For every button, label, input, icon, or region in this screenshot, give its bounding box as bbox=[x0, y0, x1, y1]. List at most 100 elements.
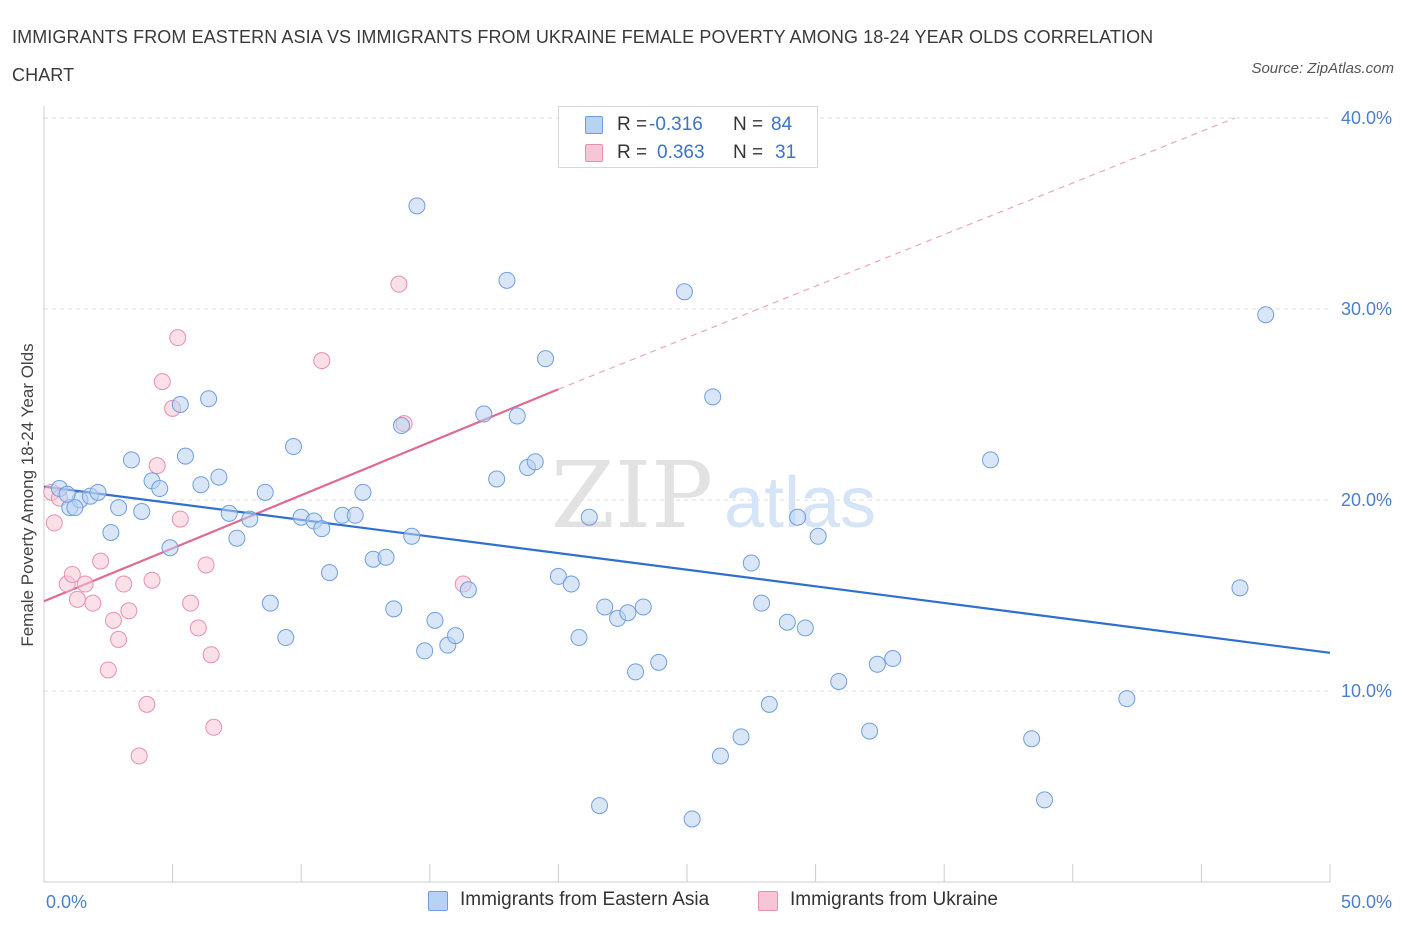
ukraine-point bbox=[120, 602, 138, 620]
eastern-asia-point bbox=[408, 197, 426, 215]
eastern-asia-point bbox=[133, 502, 151, 520]
r-label: R = bbox=[617, 114, 648, 135]
eastern-asia-point bbox=[385, 600, 403, 618]
eastern-asia-point bbox=[884, 650, 902, 668]
eastern-asia-point bbox=[220, 504, 238, 522]
label-layer: 10.0% 20.0% 30.0% 40.0% 0.0% 50.0% Female Pove… bbox=[18, 108, 1392, 912]
y-axis-label: Female Poverty Among 18-24 Year Olds bbox=[18, 343, 37, 646]
eastern-asia-point bbox=[650, 653, 668, 671]
eastern-asia-point bbox=[416, 642, 434, 660]
eastern-asia-point bbox=[809, 527, 827, 545]
eastern-asia-point bbox=[981, 451, 999, 469]
eastern-asia-point bbox=[711, 747, 729, 765]
ukraine-point bbox=[68, 590, 86, 608]
eastern-asia-point bbox=[830, 672, 848, 690]
eastern-asia-point bbox=[176, 447, 194, 465]
ukraine-trend-line bbox=[43, 388, 559, 603]
ukraine-point bbox=[99, 661, 117, 679]
eastern-asia-point bbox=[537, 350, 555, 368]
eastern-asia-swatch bbox=[428, 891, 448, 911]
eastern-asia-point bbox=[732, 728, 750, 746]
eastern-asia-swatch bbox=[585, 116, 603, 134]
y-tick-label: 30.0% bbox=[1341, 299, 1392, 319]
ukraine-point bbox=[182, 594, 200, 612]
chart-source: Source: ZipAtlas.com bbox=[1251, 60, 1394, 77]
eastern-asia-point bbox=[1118, 690, 1136, 708]
n-label: N = bbox=[733, 142, 764, 163]
eastern-asia-point bbox=[161, 539, 179, 557]
eastern-asia-point bbox=[570, 629, 588, 647]
eastern-asia-point bbox=[58, 485, 76, 503]
eastern-asia-point bbox=[475, 405, 493, 423]
eastern-asia-point bbox=[192, 476, 210, 494]
eastern-asia-point bbox=[753, 594, 771, 612]
ukraine-trend-extension bbox=[558, 117, 1236, 390]
ukraine-point bbox=[313, 352, 331, 370]
eastern-asia-point bbox=[261, 594, 279, 612]
eastern-asia-point bbox=[151, 480, 169, 498]
eastern-asia-point bbox=[1231, 579, 1249, 597]
x-tick-label: 50.0% bbox=[1341, 892, 1392, 912]
series-label: Immigrants from Ukraine bbox=[790, 889, 998, 910]
eastern-asia-point bbox=[1023, 730, 1041, 748]
eastern-asia-point bbox=[760, 695, 778, 713]
eastern-asia-point bbox=[320, 564, 338, 582]
eastern-asia-trend-line bbox=[43, 485, 1331, 654]
stats-legend: R = -0.316 N = 84 R = 0.363 N = 31 bbox=[558, 106, 818, 168]
watermark-zip: ZIP bbox=[551, 442, 713, 549]
eastern-asia-point bbox=[102, 523, 120, 541]
eastern-asia-point bbox=[778, 613, 796, 631]
ukraine-point bbox=[205, 718, 223, 736]
ukraine-swatch bbox=[758, 891, 778, 911]
n-value: 31 bbox=[775, 142, 797, 163]
ukraine-point bbox=[104, 611, 122, 629]
eastern-asia-point bbox=[200, 390, 218, 408]
ukraine-point bbox=[197, 556, 215, 574]
eastern-asia-point bbox=[447, 627, 465, 645]
ukraine-point bbox=[115, 575, 133, 593]
eastern-asia-point bbox=[683, 810, 701, 828]
ukraine-point bbox=[189, 619, 207, 637]
ukraine-point bbox=[45, 514, 63, 532]
ukraine-point bbox=[63, 565, 81, 583]
r-label: R = bbox=[617, 142, 648, 163]
eastern-asia-point bbox=[796, 619, 814, 637]
eastern-asia-point bbox=[549, 567, 567, 585]
r-value: 0.363 bbox=[657, 142, 705, 163]
eastern-asia-point bbox=[789, 508, 807, 526]
eastern-asia-point bbox=[627, 663, 645, 681]
ukraine-point bbox=[171, 510, 189, 528]
eastern-asia-point bbox=[861, 722, 879, 740]
eastern-asia-point bbox=[354, 483, 372, 501]
ukraine-point bbox=[130, 747, 148, 765]
eastern-asia-point bbox=[675, 283, 693, 301]
eastern-asia-point bbox=[488, 470, 506, 488]
eastern-asia-point bbox=[403, 527, 421, 545]
eastern-asia-point bbox=[526, 453, 544, 471]
eastern-asia-point bbox=[634, 598, 652, 616]
eastern-asia-point bbox=[66, 499, 84, 517]
x-tick-label: 0.0% bbox=[46, 892, 87, 912]
n-value: 84 bbox=[771, 114, 793, 135]
eastern-asia-point bbox=[1257, 306, 1275, 324]
ukraine-point bbox=[390, 275, 408, 293]
ukraine-point bbox=[148, 457, 166, 475]
eastern-asia-point bbox=[508, 407, 526, 425]
eastern-asia-point bbox=[241, 510, 259, 528]
eastern-asia-point bbox=[1036, 791, 1054, 809]
eastern-asia-point bbox=[228, 529, 246, 547]
y-tick-label: 20.0% bbox=[1341, 490, 1392, 510]
eastern-asia-point bbox=[284, 438, 302, 456]
ukraine-point bbox=[202, 646, 220, 664]
points-ukraine bbox=[43, 275, 472, 765]
y-tick-label: 10.0% bbox=[1341, 681, 1392, 701]
series-label: Immigrants from Eastern Asia bbox=[460, 889, 710, 910]
ukraine-point bbox=[138, 695, 156, 713]
eastern-asia-point bbox=[742, 554, 760, 572]
ukraine-point bbox=[76, 575, 94, 593]
eastern-asia-point bbox=[277, 629, 295, 647]
eastern-asia-point bbox=[596, 598, 614, 616]
eastern-asia-point bbox=[580, 508, 598, 526]
grid-layer bbox=[44, 117, 1330, 692]
eastern-asia-point bbox=[256, 483, 274, 501]
